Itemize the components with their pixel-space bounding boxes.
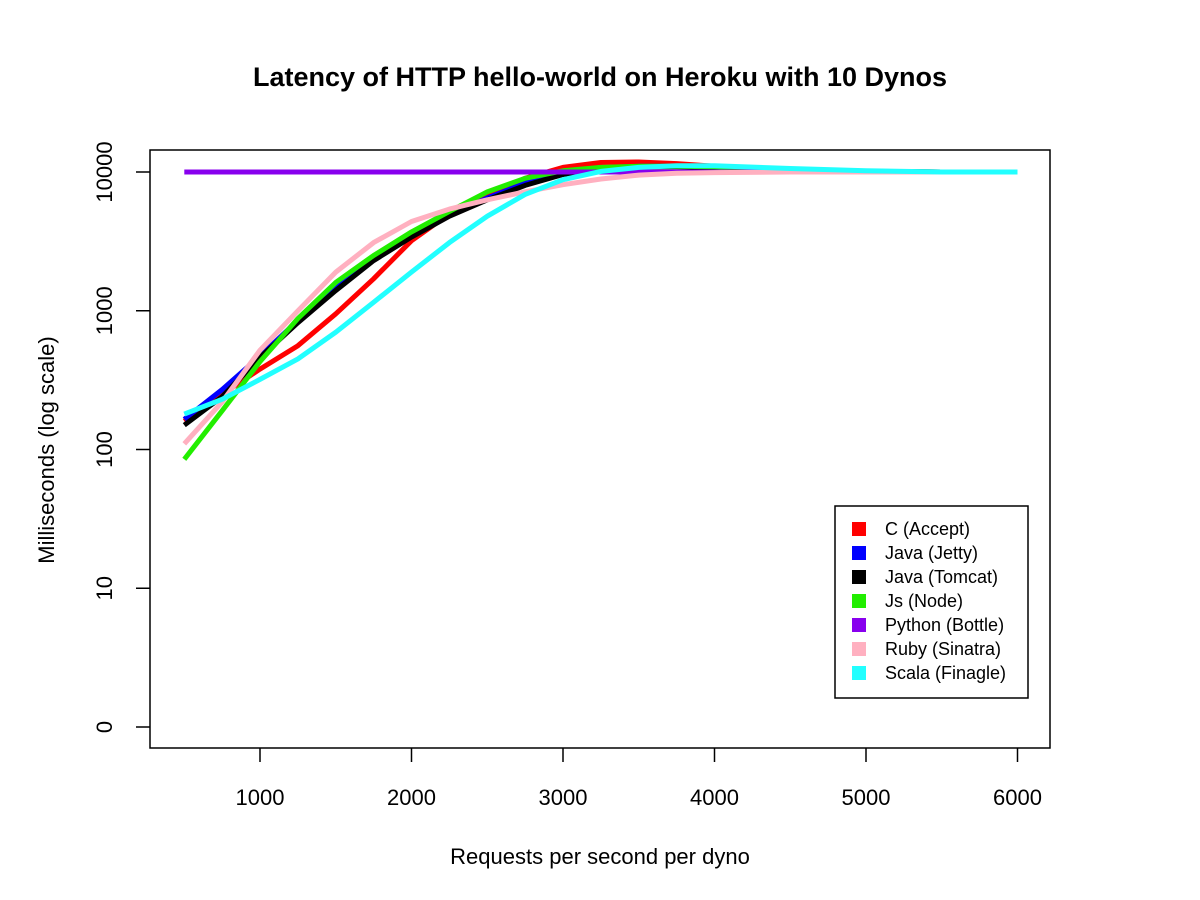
legend-label: Scala (Finagle) (885, 663, 1006, 683)
legend-swatch (852, 642, 866, 656)
legend: C (Accept) Java (Jetty) Java (Tomcat) Js (N… (834, 505, 1029, 699)
x-axis: 1000 2000 3000 4000 5000 6000 (236, 748, 1042, 810)
series-line-c-accept (182, 159, 1018, 424)
legend-swatch (852, 546, 866, 560)
chart-title: Latency of HTTP hello-world on Heroku wi… (253, 62, 947, 92)
legend-swatch (852, 594, 866, 608)
x-axis-label: Requests per second per dyno (450, 844, 750, 869)
x-tick-label: 5000 (842, 785, 891, 810)
legend-swatch (852, 618, 866, 632)
series-lines (182, 159, 1018, 461)
x-tick-label: 2000 (387, 785, 436, 810)
x-tick-label: 6000 (993, 785, 1042, 810)
y-axis-label: Milliseconds (log scale) (34, 336, 59, 563)
x-tick-label: 4000 (690, 785, 739, 810)
x-tick-label: 1000 (236, 785, 285, 810)
legend-swatch (852, 666, 866, 680)
y-axis: 0 10 100 1000 10000 (92, 141, 150, 733)
series-line-scala-finagle (183, 163, 1018, 417)
series-line-java-jetty (182, 163, 1018, 422)
y-tick-label: 0 (92, 721, 117, 733)
y-tick-label: 1000 (92, 286, 117, 335)
legend-box (834, 505, 1029, 699)
legend-label: Js (Node) (885, 591, 963, 611)
y-tick-label: 10 (92, 576, 117, 600)
legend-label: Ruby (Sinatra) (885, 639, 1001, 659)
legend-label: Python (Bottle) (885, 615, 1004, 635)
legend-label: Java (Jetty) (885, 543, 978, 563)
legend-swatch (852, 522, 866, 536)
legend-swatch (852, 570, 866, 584)
legend-label: Java (Tomcat) (885, 567, 998, 587)
legend-label: C (Accept) (885, 519, 970, 539)
x-tick-label: 3000 (539, 785, 588, 810)
y-tick-label: 10000 (92, 141, 117, 202)
y-tick-label: 100 (92, 431, 117, 468)
